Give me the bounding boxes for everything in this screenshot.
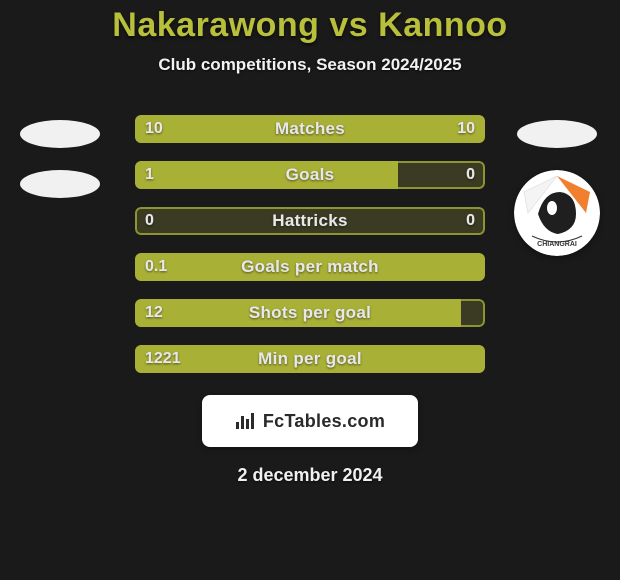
stat-value-right: 0 <box>466 166 475 184</box>
left-badge-column <box>20 120 100 198</box>
footer-date: 2 december 2024 <box>237 465 382 486</box>
stat-row: 0 0 Hattricks <box>135 207 485 235</box>
footer-brand-box: FcTables.com <box>202 395 418 447</box>
team-logo: CHIANGRAI <box>514 170 600 256</box>
stat-value-left: 1221 <box>145 350 181 368</box>
left-ellipse-1 <box>20 120 100 148</box>
stat-row: 10 10 Matches <box>135 115 485 143</box>
footer-brand-text: FcTables.com <box>263 411 385 432</box>
subtitle: Club competitions, Season 2024/2025 <box>158 55 461 75</box>
stat-label: Shots per goal <box>249 303 371 323</box>
right-badge-column: CHIANGRAI <box>514 120 600 256</box>
stat-row: 1 0 Goals <box>135 161 485 189</box>
bars-icon <box>235 412 257 430</box>
stat-value-left: 12 <box>145 304 163 322</box>
stat-value-right: 0 <box>466 212 475 230</box>
stat-value-right: 10 <box>457 120 475 138</box>
stat-row: 1221 Min per goal <box>135 345 485 373</box>
stat-value-left: 1 <box>145 166 154 184</box>
svg-text:CHIANGRAI: CHIANGRAI <box>537 241 577 248</box>
stat-label: Goals per match <box>241 257 379 277</box>
team-logo-svg: CHIANGRAI <box>514 170 600 256</box>
right-ellipse <box>517 120 597 148</box>
stats-panel: 1010Matches10Goals00Hattricks0.1Goals pe… <box>135 115 485 373</box>
stat-value-left: 0.1 <box>145 258 167 276</box>
stat-label: Matches <box>275 119 345 139</box>
left-ellipse-2 <box>20 170 100 198</box>
stat-value-left: 10 <box>145 120 163 138</box>
stat-label: Min per goal <box>258 349 362 369</box>
page-title: Nakarawong vs Kannoo <box>112 6 507 45</box>
stat-label: Hattricks <box>272 211 347 231</box>
stat-row: 12 Shots per goal <box>135 299 485 327</box>
stat-fill-left <box>135 161 398 189</box>
stat-label: Goals <box>286 165 335 185</box>
stat-row: 0.1 Goals per match <box>135 253 485 281</box>
stat-value-left: 0 <box>145 212 154 230</box>
